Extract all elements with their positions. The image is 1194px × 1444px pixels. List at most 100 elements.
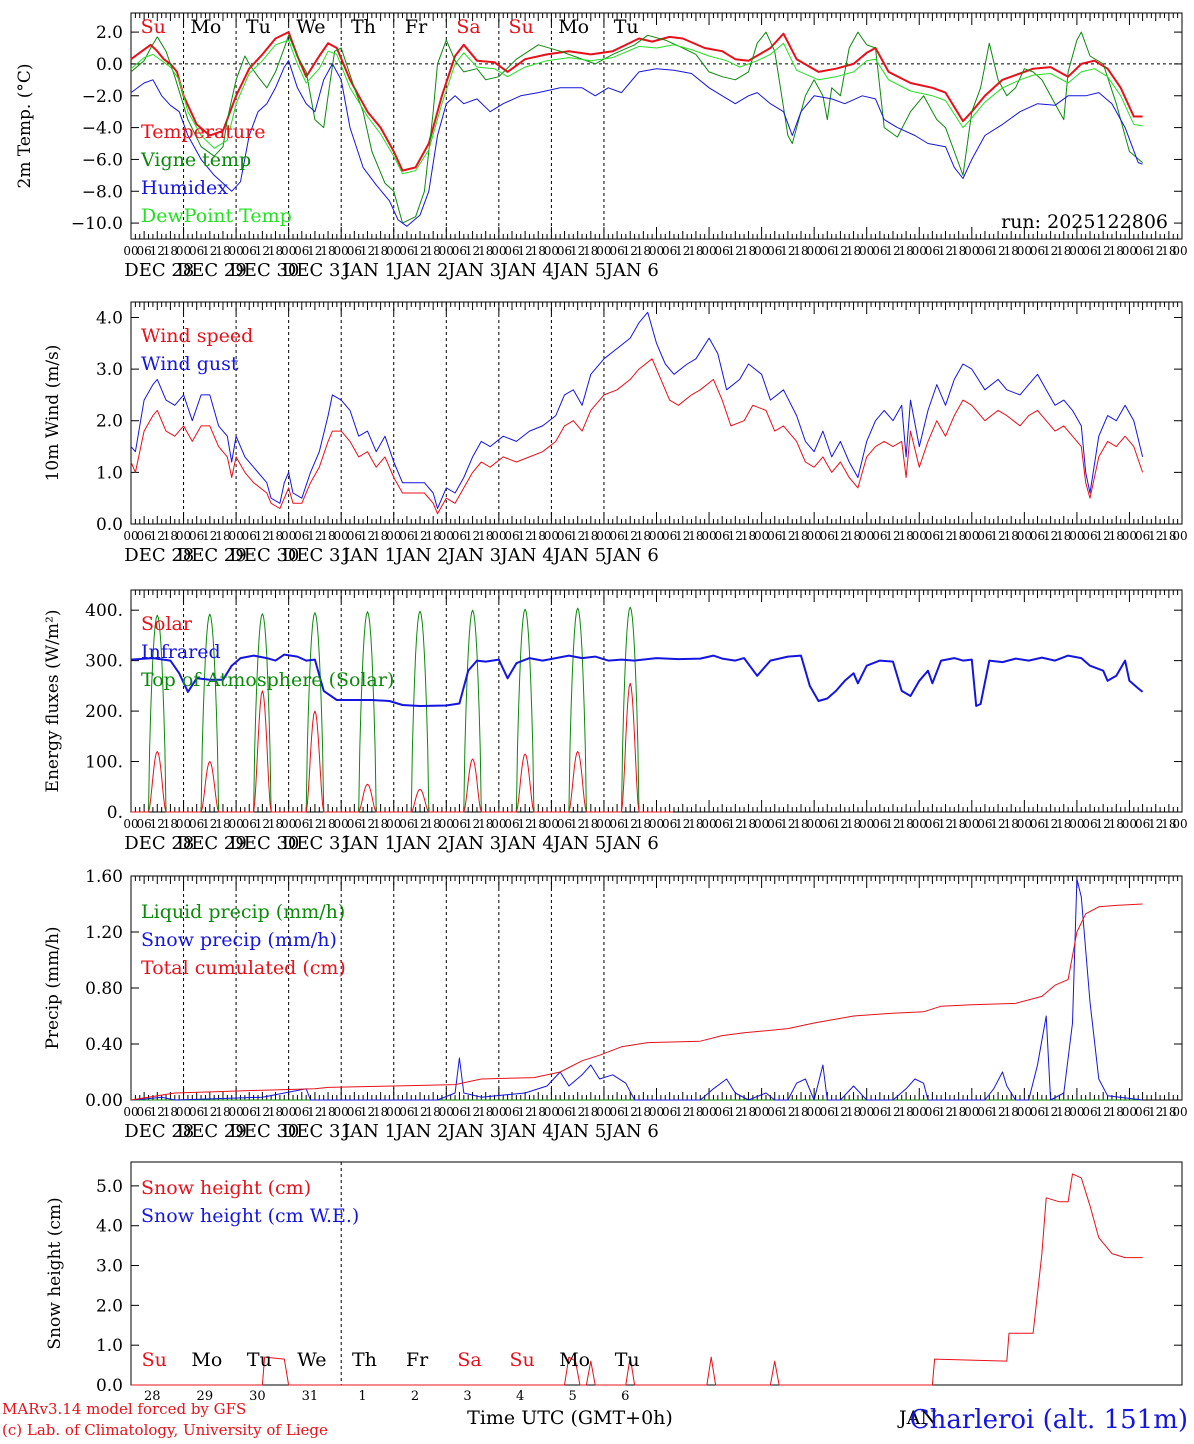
hour-tick-label: 06 bbox=[294, 529, 309, 543]
y-tick-label: 100. bbox=[85, 753, 123, 773]
hour-tick-label: 12 bbox=[255, 529, 270, 543]
hour-tick-label: 18 bbox=[268, 817, 283, 831]
hour-tick-label: 12 bbox=[938, 817, 953, 831]
hour-tick-label: 12 bbox=[412, 244, 427, 258]
hour-tick-label: 00 bbox=[807, 817, 822, 831]
day-separators bbox=[183, 590, 605, 812]
weekday-label: Sa bbox=[456, 16, 480, 38]
hour-tick-label: 06 bbox=[872, 244, 887, 258]
hour-labels-3: 0006121800061218000612180006121800061218… bbox=[123, 1105, 1187, 1142]
credit-line: (c) Lab. of Climatology, University of L… bbox=[2, 1421, 328, 1439]
hour-tick-label: 18 bbox=[583, 1105, 598, 1119]
hour-tick-label: 00 bbox=[176, 817, 191, 831]
date-label: JAN 1 bbox=[341, 260, 396, 281]
y-tick-label: 1.20 bbox=[85, 923, 123, 943]
station-label: Charleroi (alt. 151m) bbox=[910, 1405, 1188, 1435]
hour-tick-label: 12 bbox=[517, 1105, 532, 1119]
hour-tick-label: 06 bbox=[242, 1105, 257, 1119]
hour-tick-label: 00 bbox=[386, 529, 401, 543]
hour-tick-label: 06 bbox=[1135, 817, 1150, 831]
hour-tick-label: 18 bbox=[426, 244, 441, 258]
hour-tick-label: 06 bbox=[767, 244, 782, 258]
legend-entry: Top of Atmosphere (Solar) bbox=[141, 669, 394, 691]
series-line bbox=[130, 60, 1143, 227]
date-label: JAN 4 bbox=[499, 545, 554, 566]
hour-tick-label: 00 bbox=[701, 1105, 716, 1119]
series-line bbox=[130, 311, 1144, 509]
hour-tick-label: 12 bbox=[833, 529, 848, 543]
y-tick-label: 4.0 bbox=[96, 308, 123, 328]
hour-tick-label: 06 bbox=[662, 244, 677, 258]
hour-tick-label: 06 bbox=[1082, 817, 1097, 831]
hour-tick-label: 00 bbox=[334, 817, 349, 831]
hour-tick-label: 06 bbox=[399, 244, 414, 258]
hour-tick-label: 06 bbox=[872, 817, 887, 831]
hour-tick-label: 12 bbox=[412, 529, 427, 543]
date-label: JAN 6 bbox=[604, 833, 659, 854]
hour-tick-label: 12 bbox=[465, 529, 480, 543]
hour-tick-label: 00 bbox=[439, 529, 454, 543]
hour-tick-label: 18 bbox=[636, 817, 651, 831]
hour-tick-label: 00 bbox=[386, 817, 401, 831]
hour-tick-label: 00 bbox=[544, 244, 559, 258]
y-tick-label: −6.0 bbox=[82, 150, 123, 170]
date-label: JAN 3 bbox=[446, 1121, 501, 1142]
hour-tick-label: 00 bbox=[228, 817, 243, 831]
hour-tick-label: 12 bbox=[990, 529, 1005, 543]
y-tick-label: −10.0 bbox=[71, 214, 123, 234]
hour-tick-label: 18 bbox=[426, 1105, 441, 1119]
hour-tick-label: 06 bbox=[557, 244, 572, 258]
hour-tick-label: 00 bbox=[1172, 244, 1187, 258]
hour-tick-label: 18 bbox=[478, 529, 493, 543]
hour-tick-label: 12 bbox=[255, 1105, 270, 1119]
hour-tick-label: 00 bbox=[859, 817, 874, 831]
hour-tick-label: 00 bbox=[281, 529, 296, 543]
hour-tick-label: 18 bbox=[898, 529, 913, 543]
hour-tick-label: 00 bbox=[912, 529, 927, 543]
hour-tick-label: 00 bbox=[754, 529, 769, 543]
hour-tick-label: 06 bbox=[136, 529, 151, 543]
series-line bbox=[130, 358, 1144, 515]
hour-tick-label: 12 bbox=[255, 244, 270, 258]
hour-tick-label: 18 bbox=[478, 244, 493, 258]
hour-tick-label: 18 bbox=[268, 529, 283, 543]
run-label: run: 2025122806 bbox=[1001, 211, 1168, 233]
legend-entry: Infrared bbox=[141, 641, 221, 663]
hour-tick-label: 18 bbox=[531, 817, 546, 831]
hour-tick-label: 12 bbox=[938, 1105, 953, 1119]
hour-tick-label: 18 bbox=[1004, 817, 1019, 831]
date-label: JAN 3 bbox=[446, 545, 501, 566]
day-separators bbox=[183, 876, 605, 1100]
hour-tick-label: 00 bbox=[964, 1105, 979, 1119]
hour-tick-label: 00 bbox=[701, 244, 716, 258]
hour-tick-label: 00 bbox=[596, 1105, 611, 1119]
hour-tick-label: 00 bbox=[176, 529, 191, 543]
hour-tick-label: 06 bbox=[767, 529, 782, 543]
hour-tick-label: 12 bbox=[885, 817, 900, 831]
legend-entry: Temperature bbox=[141, 121, 265, 143]
hour-tick-label: 06 bbox=[977, 244, 992, 258]
hour-tick-label: 18 bbox=[163, 1105, 178, 1119]
hour-tick-label: 00 bbox=[439, 244, 454, 258]
date-label: DEC 29 bbox=[177, 545, 247, 566]
hour-tick-label: 18 bbox=[741, 529, 756, 543]
hour-tick-label: 00 bbox=[859, 529, 874, 543]
hour-tick-label: 12 bbox=[728, 1105, 743, 1119]
hour-tick-label: 18 bbox=[688, 1105, 703, 1119]
weekday-label: Th bbox=[351, 16, 376, 38]
hour-tick-label: 18 bbox=[636, 1105, 651, 1119]
hour-tick-label: 00 bbox=[491, 244, 506, 258]
hour-tick-label: 00 bbox=[912, 817, 927, 831]
hour-tick-label: 18 bbox=[373, 1105, 388, 1119]
date-label: JAN 2 bbox=[393, 1121, 448, 1142]
hour-tick-label: 00 bbox=[912, 244, 927, 258]
hour-tick-label: 18 bbox=[636, 244, 651, 258]
date-label: JAN 5 bbox=[551, 260, 606, 281]
hour-tick-label: 12 bbox=[990, 244, 1005, 258]
hour-tick-label: 12 bbox=[833, 1105, 848, 1119]
hour-tick-label: 12 bbox=[728, 244, 743, 258]
hour-tick-label: 06 bbox=[609, 529, 624, 543]
hour-tick-label: 12 bbox=[517, 244, 532, 258]
hour-labels-0: 0006121800061218000612180006121800061218… bbox=[123, 244, 1187, 281]
